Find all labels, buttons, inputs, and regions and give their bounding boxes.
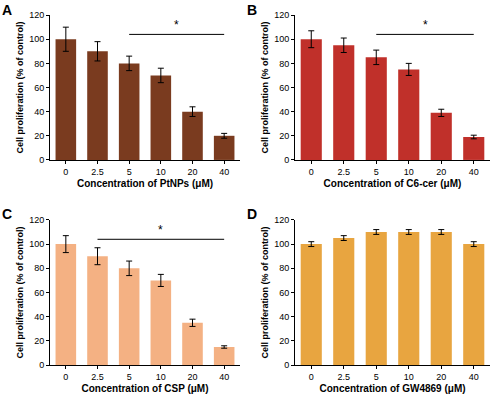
svg-text:100: 100 — [274, 239, 289, 249]
svg-text:2.5: 2.5 — [91, 167, 104, 177]
svg-text:0: 0 — [309, 372, 314, 382]
svg-text:*: * — [174, 18, 179, 32]
svg-text:40: 40 — [279, 312, 289, 322]
svg-text:5: 5 — [127, 167, 132, 177]
svg-text:60: 60 — [279, 83, 289, 93]
svg-text:100: 100 — [274, 34, 289, 44]
svg-text:120: 120 — [274, 10, 289, 20]
svg-text:40: 40 — [219, 372, 229, 382]
svg-text:2.5: 2.5 — [337, 372, 350, 382]
svg-text:2.5: 2.5 — [91, 372, 104, 382]
svg-text:A: A — [2, 2, 12, 18]
svg-text:40: 40 — [279, 107, 289, 117]
svg-text:20: 20 — [436, 372, 446, 382]
svg-text:C: C — [2, 206, 12, 222]
svg-text:Concentration of C6-cer (μM): Concentration of C6-cer (μM) — [324, 178, 462, 189]
svg-text:20: 20 — [34, 131, 44, 141]
svg-text:100: 100 — [29, 239, 44, 249]
svg-text:Cell proliferation (% of contr: Cell proliferation (% of control) — [260, 227, 270, 359]
svg-text:B: B — [247, 2, 257, 18]
svg-text:40: 40 — [34, 107, 44, 117]
svg-text:5: 5 — [127, 372, 132, 382]
svg-text:Cell proliferation (% of contr: Cell proliferation (% of control) — [15, 22, 25, 154]
svg-text:60: 60 — [34, 83, 44, 93]
svg-text:80: 80 — [279, 59, 289, 69]
svg-text:Cell proliferation (% of contr: Cell proliferation (% of control) — [260, 22, 270, 154]
svg-text:10: 10 — [404, 372, 414, 382]
svg-text:Concentration of PtNPs (μM): Concentration of PtNPs (μM) — [77, 178, 213, 189]
svg-text:Concentration of GW4869 (μM): Concentration of GW4869 (μM) — [319, 383, 465, 394]
svg-text:10: 10 — [156, 372, 166, 382]
svg-text:5: 5 — [374, 372, 379, 382]
svg-text:20: 20 — [34, 336, 44, 346]
svg-text:120: 120 — [29, 10, 44, 20]
svg-text:20: 20 — [279, 131, 289, 141]
svg-text:20: 20 — [187, 167, 197, 177]
svg-text:*: * — [158, 223, 163, 237]
svg-text:20: 20 — [436, 167, 446, 177]
svg-text:Concentration of CSP (μM): Concentration of CSP (μM) — [81, 383, 208, 394]
svg-text:60: 60 — [34, 288, 44, 298]
svg-text:0: 0 — [39, 360, 44, 370]
svg-text:120: 120 — [274, 215, 289, 225]
svg-text:40: 40 — [219, 167, 229, 177]
svg-text:120: 120 — [29, 215, 44, 225]
svg-text:5: 5 — [374, 167, 379, 177]
svg-text:40: 40 — [469, 167, 479, 177]
svg-text:80: 80 — [34, 263, 44, 273]
svg-text:100: 100 — [29, 34, 44, 44]
svg-text:2.5: 2.5 — [337, 167, 350, 177]
svg-text:*: * — [423, 18, 428, 32]
svg-text:0: 0 — [309, 167, 314, 177]
svg-text:10: 10 — [156, 167, 166, 177]
svg-text:80: 80 — [34, 59, 44, 69]
svg-text:40: 40 — [469, 372, 479, 382]
svg-text:40: 40 — [34, 312, 44, 322]
svg-text:80: 80 — [279, 263, 289, 273]
svg-text:0: 0 — [63, 167, 68, 177]
svg-text:Cell proliferation (% of contr: Cell proliferation (% of control) — [15, 227, 25, 359]
svg-text:20: 20 — [279, 336, 289, 346]
svg-text:20: 20 — [187, 372, 197, 382]
svg-text:60: 60 — [279, 288, 289, 298]
svg-text:10: 10 — [404, 167, 414, 177]
svg-text:0: 0 — [63, 372, 68, 382]
svg-text:0: 0 — [39, 155, 44, 165]
svg-text:0: 0 — [284, 360, 289, 370]
svg-text:D: D — [247, 206, 257, 222]
svg-text:0: 0 — [284, 155, 289, 165]
